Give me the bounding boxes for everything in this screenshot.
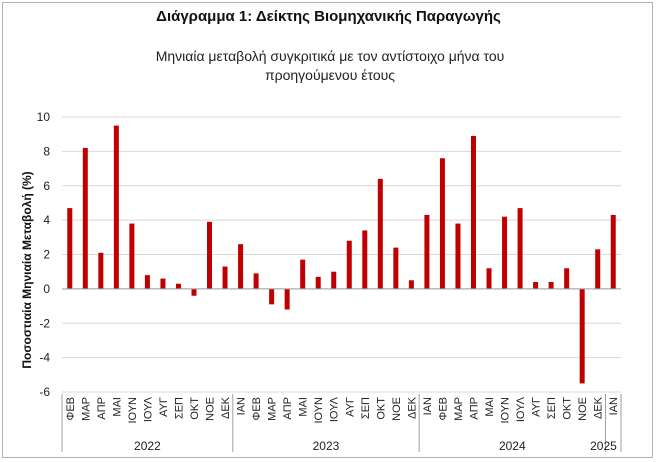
bar: [160, 278, 166, 289]
y-tick-label: -2: [39, 316, 50, 330]
bar: [315, 276, 321, 289]
x-tick-label: ΑΠΡ: [282, 397, 294, 420]
y-tick-label: 6: [43, 179, 50, 193]
x-tick-label: ΦΕΒ: [437, 397, 449, 420]
year-label: 2025: [590, 439, 617, 453]
x-tick-label: ΑΠΡ: [468, 397, 480, 420]
x-tick-label: ΟΚΤ: [375, 397, 387, 420]
x-tick-label: ΙΑΝ: [608, 397, 620, 415]
bar: [424, 214, 430, 289]
x-tick-label: ΙΟΥΛ: [329, 396, 341, 422]
bar: [548, 282, 554, 289]
bar: [346, 240, 352, 289]
y-tick-label: 10: [37, 110, 51, 124]
x-tick-label: ΟΚΤ: [189, 397, 201, 420]
bar: [144, 275, 150, 289]
year-label: 2022: [134, 439, 161, 453]
year-label: 2024: [499, 439, 526, 453]
chart-subtitle: Μηνιαία μεταβολή συγκριτικά με τον αντίσ…: [155, 48, 505, 83]
x-tick-label: ΦΕΒ: [251, 397, 263, 420]
gridlines: [62, 116, 621, 393]
x-tick-label: ΙΟΥΝ: [500, 397, 512, 424]
x-tick-label: ΣΕΠ: [173, 397, 185, 419]
y-axis-label: Ποσοστιαία Μηνιαία Μεταβολή (%): [20, 171, 34, 368]
bar: [362, 230, 368, 289]
bar: [486, 268, 492, 289]
x-tick-label: ΙΟΥΝ: [127, 397, 139, 424]
bar: [113, 125, 119, 289]
bar: [82, 147, 88, 289]
bar: [284, 288, 290, 310]
x-axis-category-labels: ΦΕΒ ΜΑΡ ΑΠΡ ΜΑΙ ΙΟΥΝ ΙΟΥΛ ΑΥΓ ΣΕΠ ΟΚΤ ΝΟΕ ΔΕΚ ΙΑΝ ΦΕ…: [65, 396, 620, 423]
bar: [253, 273, 259, 289]
bar: [564, 268, 570, 289]
x-tick-label: ΟΚΤ: [562, 397, 574, 420]
y-tick-label: -6: [39, 385, 50, 399]
x-tick-label: ΙΟΥΝ: [313, 397, 325, 424]
bar: [331, 271, 337, 289]
bar: [595, 249, 601, 289]
x-tick-label: ΙΑΝ: [236, 397, 248, 415]
bar: [408, 280, 414, 289]
x-tick-label: ΜΑΡ: [267, 397, 279, 421]
x-tick-label: ΜΑΙ: [111, 397, 123, 417]
x-tick-label: ΜΑΡ: [80, 397, 92, 421]
chart-frame: [2, 2, 653, 458]
x-tick-label: ΙΟΥΛ: [515, 396, 527, 422]
y-tick-label: 0: [43, 282, 50, 296]
bar: [610, 214, 616, 289]
y-tick-label: -4: [39, 351, 50, 365]
bar: [579, 288, 585, 384]
bar: [470, 135, 476, 289]
bar: [98, 252, 104, 289]
bar: [222, 266, 228, 289]
bar: [175, 283, 181, 289]
bar: [455, 223, 461, 289]
x-tick-label: ΦΕΒ: [65, 397, 77, 420]
x-tick-label: ΑΥΓ: [344, 397, 356, 417]
bar: [300, 259, 306, 289]
bar: [207, 221, 213, 289]
x-tick-label: ΜΑΙ: [484, 397, 496, 417]
x-tick-label: ΑΠΡ: [96, 397, 108, 420]
bar: [517, 208, 523, 289]
y-tick-label: 4: [43, 213, 50, 227]
y-tick-label: 2: [43, 248, 50, 262]
x-tick-label: ΜΑΡ: [453, 397, 465, 421]
x-axis-year-groups: 2022 2023 2024 2025: [61, 394, 622, 453]
bar: [238, 244, 244, 289]
bar: [439, 158, 445, 289]
x-tick-label: ΣΕΠ: [360, 397, 372, 419]
bar: [129, 223, 135, 289]
x-tick-label: ΜΑΙ: [298, 397, 310, 417]
bar: [269, 288, 275, 305]
x-tick-label: ΔΕΚ: [593, 396, 605, 419]
bars: [67, 125, 616, 384]
bar: [377, 178, 383, 289]
x-tick-label: ΝΟΕ: [205, 397, 217, 421]
x-tick-label: ΙΑΝ: [422, 397, 434, 415]
y-tick-label: 8: [43, 144, 50, 158]
y-axis-ticks: -6 -4 -2 0 2 4 6 8 10: [37, 110, 51, 399]
x-tick-label: ΝΟΕ: [577, 397, 589, 421]
x-tick-label: ΙΟΥΛ: [142, 396, 154, 422]
x-tick-label: ΣΕΠ: [546, 397, 558, 419]
year-label: 2023: [313, 439, 340, 453]
bar: [502, 216, 508, 289]
bar: [191, 288, 197, 296]
x-tick-label: ΔΕΚ: [220, 396, 232, 419]
bar: [67, 208, 73, 289]
x-tick-label: ΑΥΓ: [158, 397, 170, 417]
bar: [393, 247, 399, 289]
chart-title: Διάγραμμα 1: Δείκτης Βιομηχανικής Παραγω…: [156, 8, 501, 25]
x-tick-label: ΔΕΚ: [406, 396, 418, 419]
x-tick-label: ΑΥΓ: [531, 397, 543, 417]
bar: [533, 282, 539, 289]
x-tick-label: ΝΟΕ: [391, 397, 403, 421]
